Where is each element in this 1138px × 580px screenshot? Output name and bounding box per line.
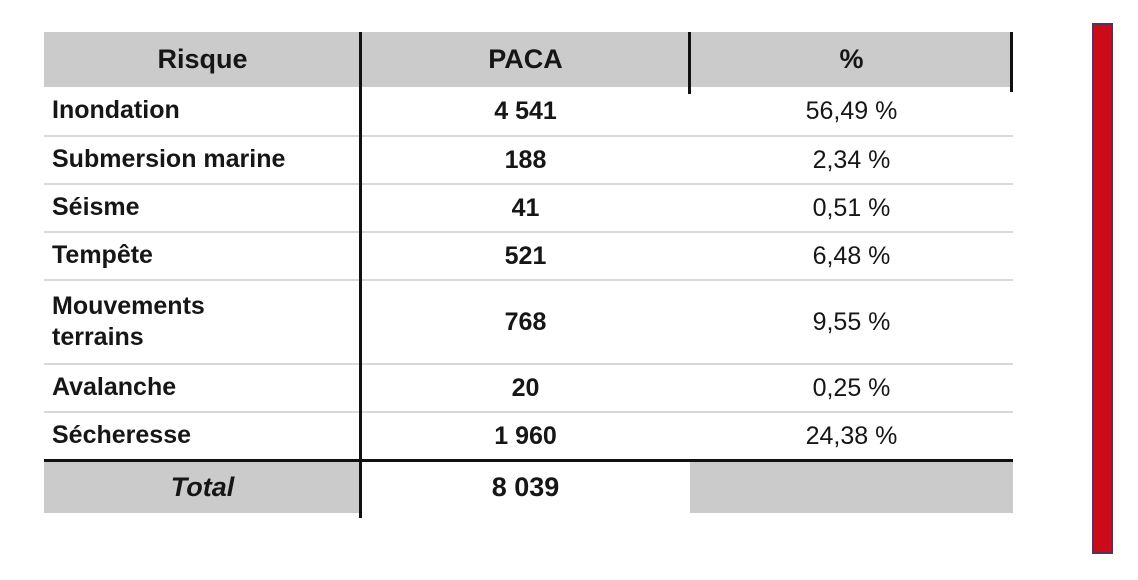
row-pct-value: 0,25 % <box>812 373 891 402</box>
table-header-row: Risque PACA % <box>44 32 1013 87</box>
total-paca-value: 8 039 <box>491 472 560 502</box>
row-pct-value: 9,55 % <box>812 307 891 336</box>
row-label: Submersion marine <box>52 145 286 174</box>
row-paca-value: 521 <box>504 241 547 270</box>
row-paca-value: 20 <box>511 373 540 402</box>
header-cell-risque: Risque <box>44 32 361 87</box>
header-label-risque: Risque <box>157 44 248 74</box>
table-row-secheresse: Sécheresse 1 960 24,38 % <box>44 411 1013 459</box>
red-vertical-bar <box>1092 23 1113 554</box>
row-pct-value: 2,34 % <box>812 145 891 174</box>
table-row-submersion-marine: Submersion marine 188 2,34 % <box>44 135 1013 183</box>
table-right-edge-line <box>1010 32 1013 92</box>
table-row-seisme: Séisme 41 0,51 % <box>44 183 1013 231</box>
row-pct-value: 6,48 % <box>812 241 891 270</box>
header-label-pct: % <box>839 44 864 74</box>
row-pct-value: 0,51 % <box>812 193 891 222</box>
row-label: Tempête <box>52 241 153 270</box>
row-paca-value: 41 <box>511 193 540 222</box>
table-row-inondation: Inondation 4 541 56,49 % <box>44 87 1013 135</box>
column-divider-paca-pct <box>688 32 691 94</box>
row-label: Séisme <box>52 193 140 222</box>
table-row-mouvements-terrains: Mouvements terrains 768 9,55 % <box>44 279 1013 363</box>
table-row-tempete: Tempête 521 6,48 % <box>44 231 1013 279</box>
row-label: Sécheresse <box>52 421 192 450</box>
column-divider-risque-paca <box>359 32 362 518</box>
table-row-total: Total 8 039 <box>44 459 1013 513</box>
row-pct-value: 56,49 % <box>805 96 898 125</box>
row-paca-value: 768 <box>504 307 547 336</box>
row-label: Avalanche <box>52 373 177 402</box>
row-paca-value: 188 <box>504 145 547 174</box>
header-cell-pct: % <box>690 32 1013 87</box>
row-paca-value: 1 960 <box>494 421 557 450</box>
row-label: Inondation <box>52 96 180 125</box>
row-paca-value: 4 541 <box>494 96 557 125</box>
row-label: Mouvements terrains <box>52 291 205 351</box>
table-row-avalanche: Avalanche 20 0,25 % <box>44 363 1013 411</box>
header-label-paca: PACA <box>488 44 563 74</box>
total-label: Total <box>170 472 235 502</box>
row-pct-value: 24,38 % <box>805 421 898 450</box>
risk-table: Risque PACA % Inondation 4 541 56,49 % S… <box>44 32 1013 518</box>
header-cell-paca: PACA <box>361 32 690 87</box>
